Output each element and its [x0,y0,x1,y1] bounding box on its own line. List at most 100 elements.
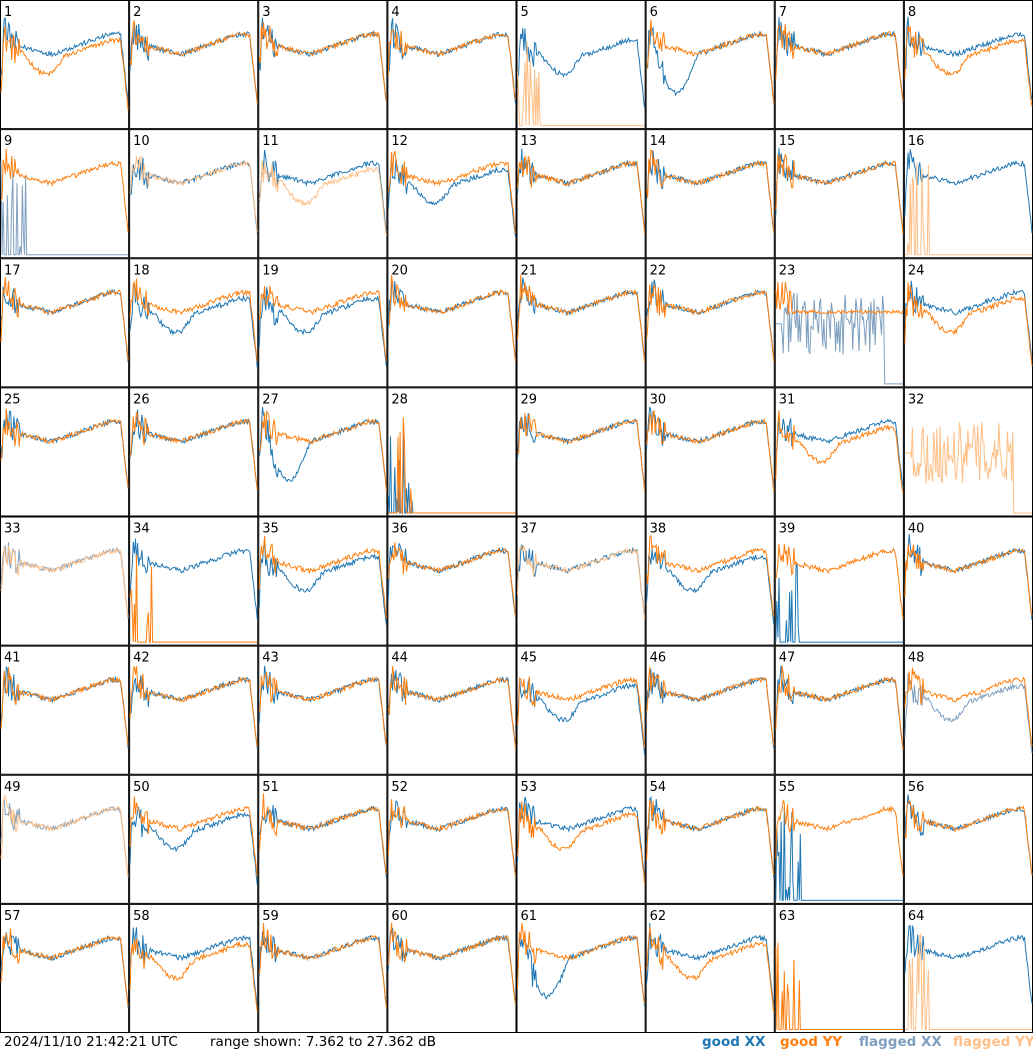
xx-series-53 [517,796,646,878]
yy-series-62 [646,926,775,1013]
yy-series-16 [904,163,1032,256]
yy-series-35 [258,536,387,619]
panel-frame-10 [129,129,259,259]
xx-series-10 [129,157,258,234]
xx-series-7 [775,16,904,102]
xx-series-49 [0,799,129,877]
panel-label-32: 32 [908,392,925,407]
panel-label-31: 31 [779,392,796,407]
panel-label-39: 39 [779,522,796,537]
xx-series-23 [775,292,903,385]
panel-label-61: 61 [521,909,538,924]
panel-frame-17 [0,258,130,388]
xx-series-61 [517,934,646,1007]
yy-series-24 [904,282,1033,367]
panel-label-27: 27 [262,392,279,407]
panel-label-28: 28 [391,392,408,407]
yy-series-53 [517,801,646,885]
yy-series-28 [388,417,516,514]
yy-series-38 [646,534,775,617]
xx-series-18 [129,283,258,369]
xx-series-31 [775,414,904,488]
xx-series-42 [129,675,258,749]
panel-label-34: 34 [133,522,150,537]
panel-label-22: 22 [650,263,667,278]
yy-series-48 [904,667,1033,747]
panel-frame-53 [516,774,646,904]
panel-frame-52 [387,774,517,904]
yy-series-59 [258,923,387,1008]
xx-series-39 [775,562,903,644]
panel-label-44: 44 [391,651,408,666]
panel-label-47: 47 [779,651,796,666]
panel-label-51: 51 [262,780,279,795]
panel-frame-55 [774,774,904,904]
panel-frame-27 [258,387,388,517]
yy-series-22 [646,283,775,362]
xx-series-55 [775,807,903,901]
panel-label-1: 1 [4,5,12,20]
panel-frame-46 [645,645,775,775]
yy-series-1 [0,26,129,111]
yy-series-54 [646,799,775,876]
panel-frame-28 [387,387,517,517]
panel-frame-6 [645,0,775,130]
panel-frame-60 [387,903,517,1033]
yy-series-58 [129,938,258,1012]
xx-series-40 [904,534,1033,620]
panel-label-43: 43 [262,651,279,666]
panel-label-37: 37 [521,522,538,537]
xx-series-17 [0,286,129,363]
panel-frame-29 [516,387,646,517]
panel-frame-43 [258,645,388,775]
panel-label-23: 23 [779,263,796,278]
xx-series-27 [258,406,387,490]
panel-label-19: 19 [262,263,279,278]
panel-label-15: 15 [779,134,796,149]
panel-label-10: 10 [133,134,150,149]
panel-label-20: 20 [391,263,408,278]
xx-series-29 [517,412,646,489]
panel-label-6: 6 [650,5,658,20]
yy-series-45 [517,676,646,749]
panel-label-13: 13 [521,134,538,149]
xx-series-5 [517,28,646,109]
panel-label-54: 54 [650,780,667,795]
panel-frame-3 [258,0,388,130]
legend-good-xx: good XX [702,1034,766,1050]
xx-series-11 [258,149,387,233]
yy-series-41 [0,667,129,746]
panel-label-50: 50 [133,780,150,795]
panel-frame-23 [774,258,904,388]
xx-series-64 [904,925,1033,1004]
xx-series-15 [775,148,904,230]
xx-series-48 [904,673,1033,754]
yy-series-49 [0,794,129,878]
panel-frame-44 [387,645,517,775]
panel-frame-49 [0,774,130,904]
panel-frame-35 [258,516,388,646]
yy-series-20 [388,275,516,362]
xx-series-12 [387,152,516,238]
yy-series-25 [0,408,129,488]
panel-label-45: 45 [521,651,538,666]
panel-label-26: 26 [133,392,150,407]
panel-label-41: 41 [4,651,21,666]
panel-label-7: 7 [779,5,787,20]
panel-label-12: 12 [391,134,408,149]
yy-series-31 [775,410,904,494]
yy-series-36 [387,542,516,617]
panel-frame-33 [0,516,130,646]
panel-label-52: 52 [391,780,408,795]
xx-series-22 [646,279,775,359]
panel-frame-20 [387,258,517,388]
xx-series-19 [258,287,387,368]
yy-series-5 [517,41,645,127]
xx-series-56 [904,794,1033,875]
panel-frame-31 [774,387,904,517]
panel-label-16: 16 [908,134,925,149]
yy-series-6 [646,19,775,104]
panel-label-14: 14 [650,134,667,149]
yy-series-51 [258,793,387,875]
yy-series-52 [387,799,516,877]
